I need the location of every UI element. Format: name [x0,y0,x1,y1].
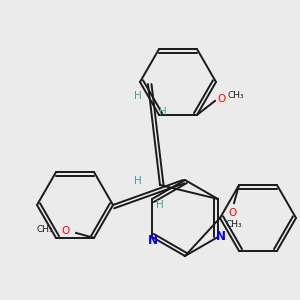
Text: N: N [148,235,158,248]
Text: H: H [134,176,142,185]
Text: CH₃: CH₃ [226,220,242,229]
Text: H: H [134,91,142,101]
Text: N: N [216,230,226,242]
Text: H: H [159,107,167,117]
Text: CH₃: CH₃ [227,92,244,100]
Text: O: O [217,94,225,104]
Text: CH₃: CH₃ [36,225,53,234]
Text: H: H [156,200,164,209]
Text: O: O [61,226,69,236]
Text: O: O [229,208,237,218]
